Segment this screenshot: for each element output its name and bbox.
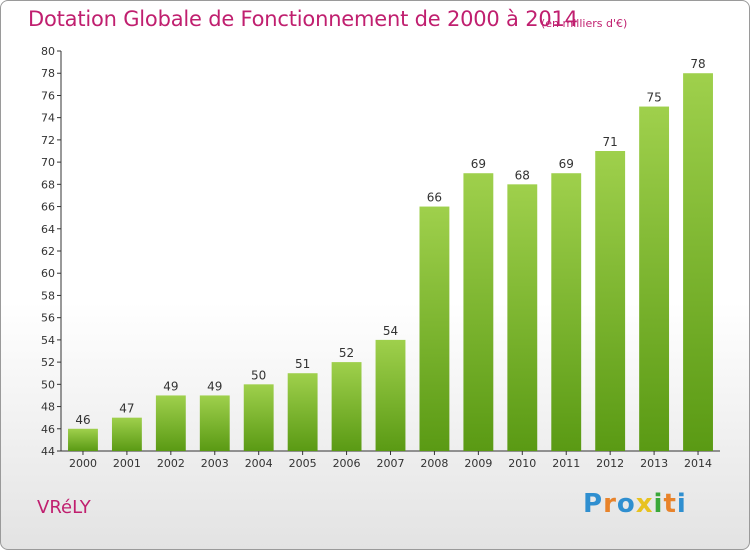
bar [639,106,670,452]
y-tick-label: 70 [41,156,55,169]
x-tick-label: 2003 [201,457,229,470]
x-tick-label: 2008 [420,457,448,470]
y-tick-label: 80 [41,45,55,58]
chart-title: Dotation Globale de Fonctionnement de 20… [28,7,578,31]
bar [155,395,186,451]
y-tick-label: 50 [41,378,55,391]
data-label: 75 [646,91,661,105]
bar [199,395,230,451]
y-tick-label: 78 [41,67,55,80]
x-tick-label: 2012 [596,457,624,470]
x-tick-label: 2007 [377,457,405,470]
bar [507,184,538,452]
x-tick-label: 2005 [289,457,317,470]
data-label: 46 [75,413,90,427]
data-label: 49 [207,379,222,393]
bar [463,173,494,451]
data-label: 49 [163,379,178,393]
logo-letter: t [663,489,677,519]
data-label: 71 [603,135,618,149]
data-label: 69 [471,157,486,171]
y-tick-label: 46 [41,423,55,436]
y-tick-label: 54 [41,334,55,347]
y-tick-label: 62 [41,245,55,258]
bar [287,373,318,451]
data-label: 47 [119,402,134,416]
bar [375,339,406,451]
data-label: 54 [383,324,398,338]
data-label: 68 [515,168,530,182]
x-tick-label: 2013 [640,457,668,470]
bar [551,173,582,451]
y-tick-label: 56 [41,312,55,325]
y-tick-label: 44 [41,445,55,458]
x-tick-label: 2009 [464,457,492,470]
logo-letter: o [616,489,636,519]
y-tick-label: 76 [41,89,55,102]
x-tick-label: 2000 [69,457,97,470]
chart-subtitle: (en milliers d'€) [541,17,628,30]
y-tick-label: 60 [41,267,55,280]
data-label: 51 [295,357,310,371]
y-tick-label: 74 [41,112,55,125]
logo-letter: i [676,489,687,519]
bar [419,206,450,451]
y-tick-label: 66 [41,201,55,214]
logo-letter: P [583,489,604,519]
bar [331,362,362,451]
y-tick-label: 58 [41,289,55,302]
y-tick-label: 64 [41,223,55,236]
logo-letter: x [635,489,654,519]
bar [243,384,274,451]
data-label: 52 [339,346,354,360]
x-tick-label: 2002 [157,457,185,470]
y-tick-label: 68 [41,178,55,191]
y-tick-label: 72 [41,134,55,147]
commune-name: VRéLY [37,497,91,518]
x-tick-label: 2006 [333,457,361,470]
y-tick-label: 52 [41,356,55,369]
x-tick-label: 2001 [113,457,141,470]
x-tick-label: 2014 [684,457,712,470]
data-label: 66 [427,191,442,205]
bar [68,428,98,451]
logo-letter: r [603,489,617,519]
logo-letter: i [653,489,664,519]
data-label: 50 [251,368,266,382]
x-tick-label: 2011 [552,457,580,470]
bar [683,73,713,451]
x-tick-label: 2004 [245,457,273,470]
y-tick-label: 48 [41,401,55,414]
proxiti-logo[interactable]: Proxiti [583,489,687,519]
data-label: 69 [559,157,574,171]
bar [111,417,142,451]
bar [595,151,626,451]
data-label: 78 [690,57,705,71]
x-tick-label: 2010 [508,457,536,470]
